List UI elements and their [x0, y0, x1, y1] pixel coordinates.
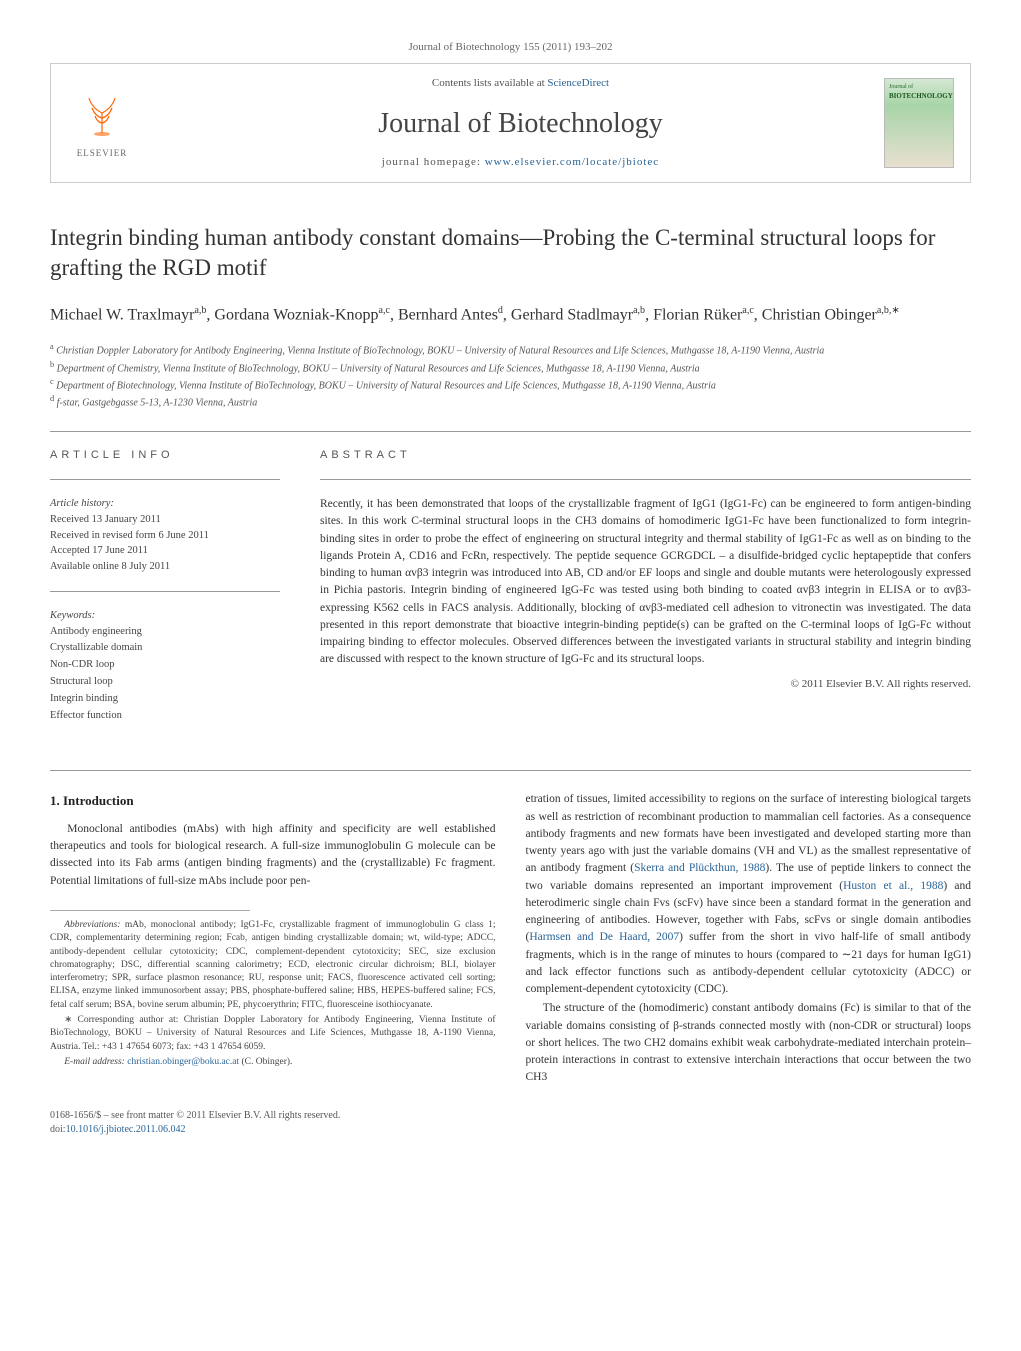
keyword: Integrin binding [50, 691, 280, 708]
keywords-block: Keywords: Antibody engineering Crystalli… [50, 608, 280, 725]
header-center: Contents lists available at ScienceDirec… [157, 76, 884, 170]
history-accepted: Accepted 17 June 2011 [50, 543, 280, 559]
history-label: Article history: [50, 496, 280, 512]
homepage-prefix: journal homepage: [382, 156, 485, 168]
keywords-list: Antibody engineering Crystallizable doma… [50, 624, 280, 725]
introduction-heading: 1. Introduction [50, 791, 496, 811]
intro-paragraph-2: The structure of the (homodimeric) const… [526, 1000, 972, 1086]
section-divider [50, 431, 971, 432]
elsevier-logo: ELSEVIER [67, 83, 137, 163]
footer-issn-doi: 0168-1656/$ – see front matter © 2011 El… [50, 1109, 971, 1137]
article-title: Integrin binding human antibody constant… [50, 223, 971, 283]
body-column-left: 1. Introduction Monoclonal antibodies (m… [50, 791, 496, 1088]
affiliation-a: a Christian Doppler Laboratory for Antib… [50, 341, 971, 358]
info-divider [50, 591, 280, 592]
contents-available-line: Contents lists available at ScienceDirec… [157, 76, 884, 91]
email-footnote: E-mail address: christian.obinger@boku.a… [50, 1056, 496, 1069]
article-info-heading: article info [50, 448, 280, 463]
keyword: Non-CDR loop [50, 657, 280, 674]
corresponding-author-footnote: ∗ Corresponding author at: Christian Dop… [50, 1014, 496, 1054]
elsevier-tree-icon [77, 88, 127, 145]
homepage-line: journal homepage: www.elsevier.com/locat… [157, 155, 884, 170]
corr-label: ∗ Corresponding author at: [64, 1015, 184, 1025]
keyword: Structural loop [50, 674, 280, 691]
abstract-copyright: © 2011 Elsevier B.V. All rights reserved… [320, 677, 971, 692]
affiliations: a Christian Doppler Laboratory for Antib… [50, 341, 971, 410]
article-history: Article history: Received 13 January 201… [50, 496, 280, 575]
author-list: Michael W. Traxlmayra,b, Gordana Wozniak… [50, 303, 971, 327]
info-divider [50, 479, 280, 480]
elsevier-label: ELSEVIER [77, 147, 128, 160]
cover-title: BIOTECHNOLOGY [889, 92, 949, 102]
citation-link[interactable]: Huston et al., 1988 [843, 880, 943, 892]
affiliation-c: c Department of Biotechnology, Vienna In… [50, 376, 971, 393]
footnote-divider [50, 910, 250, 911]
intro-paragraph-col2: etration of tissues, limited accessibili… [526, 791, 972, 998]
article-info-column: article info Article history: Received 1… [50, 448, 280, 741]
running-header: Journal of Biotechnology 155 (2011) 193–… [50, 40, 971, 55]
info-abstract-row: article info Article history: Received 1… [50, 448, 971, 741]
keyword: Crystallizable domain [50, 640, 280, 657]
homepage-link[interactable]: www.elsevier.com/locate/jbiotec [485, 156, 659, 168]
keyword: Antibody engineering [50, 624, 280, 641]
issn-line: 0168-1656/$ – see front matter © 2011 El… [50, 1109, 971, 1123]
doi-prefix: doi: [50, 1124, 66, 1135]
sciencedirect-link[interactable]: ScienceDirect [547, 77, 609, 89]
contents-prefix: Contents lists available at [432, 77, 547, 89]
affiliation-b: b Department of Chemistry, Vienna Instit… [50, 359, 971, 376]
body-two-column: 1. Introduction Monoclonal antibodies (m… [50, 791, 971, 1088]
body-column-right: etration of tissues, limited accessibili… [526, 791, 972, 1088]
abstract-column: abstract Recently, it has been demonstra… [320, 448, 971, 741]
abstract-divider [320, 479, 971, 480]
history-revised: Received in revised form 6 June 2011 [50, 528, 280, 544]
journal-title: Journal of Biotechnology [157, 104, 884, 143]
citation-link[interactable]: Harmsen and De Haard, 2007 [529, 931, 679, 943]
abstract-heading: abstract [320, 448, 971, 463]
doi-line: doi:10.1016/j.jbiotec.2011.06.042 [50, 1123, 971, 1137]
history-received: Received 13 January 2011 [50, 512, 280, 528]
journal-cover-thumbnail: Journal of BIOTECHNOLOGY [884, 78, 954, 168]
history-online: Available online 8 July 2011 [50, 559, 280, 575]
section-divider [50, 770, 971, 771]
email-label: E-mail address: [64, 1057, 127, 1067]
abstract-text: Recently, it has been demonstrated that … [320, 496, 971, 669]
abbreviations-footnote: Abbreviations: mAb, monoclonal antibody;… [50, 919, 496, 1012]
intro-paragraph-1: Monoclonal antibodies (mAbs) with high a… [50, 821, 496, 890]
abbrev-text: mAb, monoclonal antibody; IgG1-Fc, cryst… [50, 920, 496, 1010]
journal-header-box: ELSEVIER Contents lists available at Sci… [50, 63, 971, 183]
citation-link[interactable]: Skerra and Plückthun, 1988 [634, 862, 765, 874]
doi-link[interactable]: 10.1016/j.jbiotec.2011.06.042 [66, 1124, 186, 1135]
footnotes: Abbreviations: mAb, monoclonal antibody;… [50, 919, 496, 1069]
affiliation-d: d f-star, Gastgebgasse 5-13, A-1230 Vien… [50, 393, 971, 410]
abbrev-label: Abbreviations: [64, 920, 120, 930]
email-suffix: (C. Obinger). [239, 1057, 292, 1067]
keyword: Effector function [50, 708, 280, 725]
cover-label: Journal of [889, 83, 949, 91]
keywords-label: Keywords: [50, 608, 280, 624]
email-link[interactable]: christian.obinger@boku.ac.at [127, 1057, 239, 1067]
